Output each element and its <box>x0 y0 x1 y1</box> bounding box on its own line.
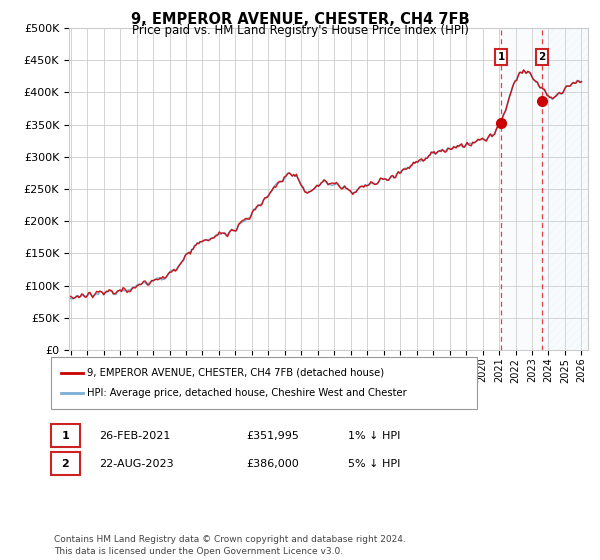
Text: 1: 1 <box>62 431 69 441</box>
Text: 26-FEB-2021: 26-FEB-2021 <box>99 431 170 441</box>
Text: 9, EMPEROR AVENUE, CHESTER, CH4 7FB (detached house): 9, EMPEROR AVENUE, CHESTER, CH4 7FB (det… <box>87 368 384 378</box>
Text: 1% ↓ HPI: 1% ↓ HPI <box>348 431 400 441</box>
Text: 22-AUG-2023: 22-AUG-2023 <box>99 459 173 469</box>
Text: HPI: Average price, detached house, Cheshire West and Chester: HPI: Average price, detached house, Ches… <box>87 388 407 398</box>
Text: 2: 2 <box>539 52 546 62</box>
Text: Price paid vs. HM Land Registry's House Price Index (HPI): Price paid vs. HM Land Registry's House … <box>131 24 469 37</box>
Bar <box>542 28 588 350</box>
Bar <box>501 28 542 350</box>
Text: 5% ↓ HPI: 5% ↓ HPI <box>348 459 400 469</box>
Text: £386,000: £386,000 <box>246 459 299 469</box>
Text: 9, EMPEROR AVENUE, CHESTER, CH4 7FB: 9, EMPEROR AVENUE, CHESTER, CH4 7FB <box>131 12 469 27</box>
Text: Contains HM Land Registry data © Crown copyright and database right 2024.
This d: Contains HM Land Registry data © Crown c… <box>54 535 406 556</box>
Text: 1: 1 <box>497 52 505 62</box>
Text: £351,995: £351,995 <box>246 431 299 441</box>
Text: 2: 2 <box>62 459 69 469</box>
